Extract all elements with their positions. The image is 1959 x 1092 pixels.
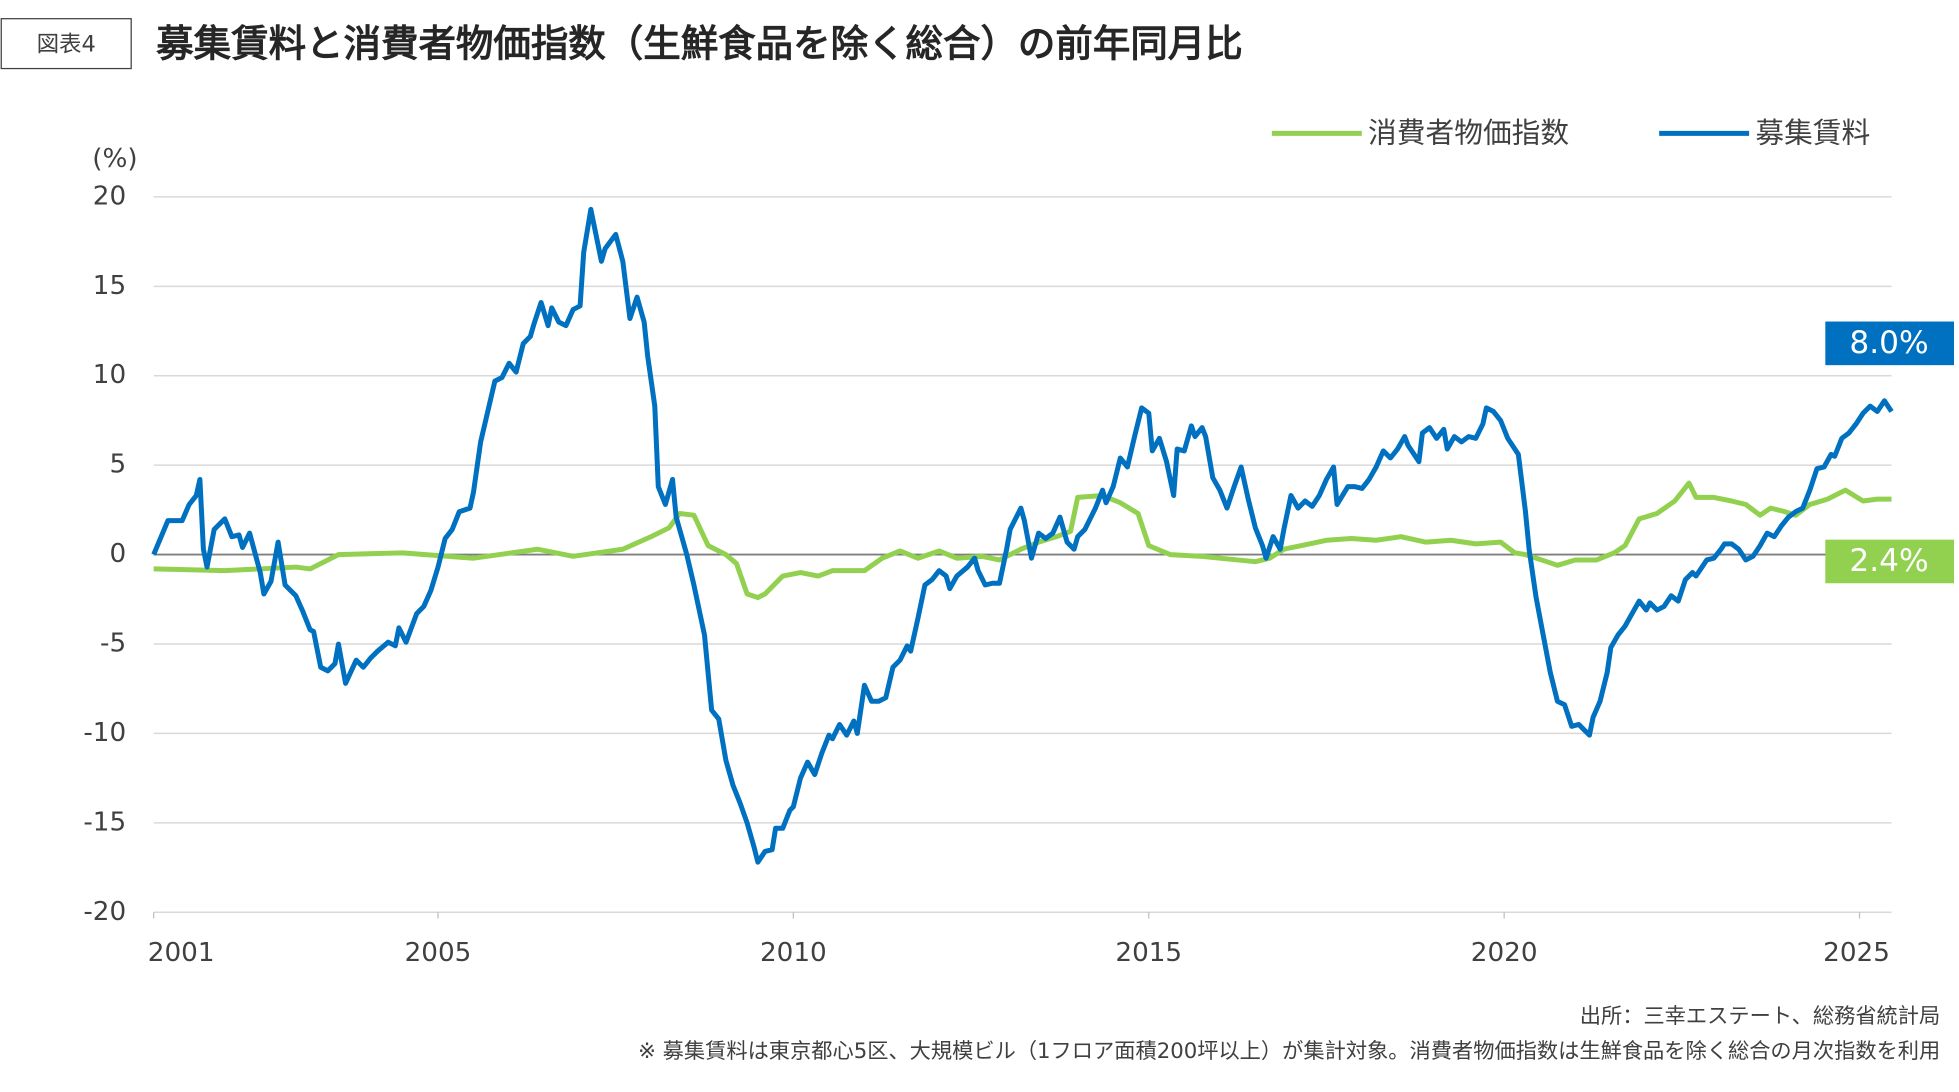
x-tick-label: 2025	[1823, 938, 1890, 968]
annotation-box	[1825, 321, 1955, 366]
x-tick-label: 2001	[148, 938, 215, 968]
y-tick-label: -10	[83, 718, 126, 748]
figure-label: 図表4	[37, 31, 96, 57]
y-tick-label: 5	[109, 450, 126, 480]
source: 出所：三幸エステート、総務省統計局	[1580, 1004, 1940, 1029]
x-tick-label: 2020	[1471, 938, 1538, 968]
x-tick-label: 2005	[405, 938, 472, 968]
chart-title: 募集賃料と消費者物価指数（生鮮食品を除く総合）の前年同月比	[155, 22, 1243, 66]
y-tick-label: -20	[83, 897, 126, 927]
legend-label: 消費者物価指数	[1368, 116, 1569, 150]
y-tick-label: 15	[93, 271, 126, 301]
annotation-label: 2.4%	[1849, 543, 1928, 579]
y-tick-label: -15	[83, 807, 126, 837]
y-tick-label: 20	[93, 181, 126, 211]
figure-label-box	[0, 18, 132, 70]
series-line	[153, 480, 1892, 600]
x-tick-label: 2015	[1115, 938, 1182, 968]
y-tick-label: 10	[93, 360, 126, 390]
y-axis-label: (%)	[92, 144, 137, 174]
note: ※ 募集賃料は東京都心5区、大規模ビル（1フロア面積200坪以上）が集計対象。消…	[638, 1039, 1940, 1064]
annotation-label: 8.0%	[1849, 325, 1928, 361]
annotation-box	[1825, 539, 1955, 584]
legend-label: 募集賃料	[1755, 116, 1870, 150]
series-line	[151, 206, 1894, 865]
y-tick-label: 0	[109, 539, 126, 569]
y-tick-label: -5	[100, 629, 126, 659]
x-tick-label: 2010	[760, 938, 827, 968]
